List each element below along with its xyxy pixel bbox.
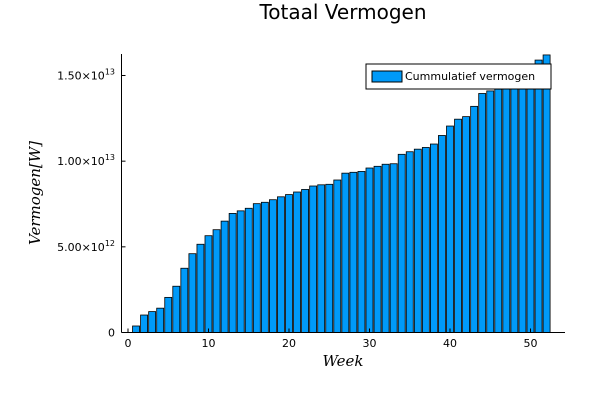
chart-title: Totaal Vermogen [258,0,426,24]
bar [486,90,495,333]
x-axis-label: Week [322,352,363,370]
bar [534,59,543,333]
bar [413,148,422,333]
bar [494,88,503,333]
bar [429,143,438,333]
bar [172,285,181,333]
bar [244,207,253,333]
bar [325,183,334,333]
bar [518,83,527,333]
bar [365,167,374,333]
bar [309,185,318,333]
bar [526,81,535,333]
bar [502,87,511,333]
bar [542,54,551,333]
bar [268,199,277,333]
bar [510,85,519,333]
bar [293,191,301,333]
bar [454,118,462,333]
y-axis-label: Vermogen[W] [26,141,44,245]
bar [188,253,197,333]
bar [317,184,326,333]
y-ticks: 0 5.00×1012 1.00×1013 1.50×1013 [57,68,126,340]
bar [164,296,173,333]
x-tick-label: 40 [443,337,457,350]
bar [228,213,237,333]
bar [260,201,269,333]
bar [421,147,430,333]
bar [397,153,406,333]
legend-label: Cummulatief vermogen [405,70,535,83]
bar [357,171,366,333]
bar [470,105,479,333]
bar [252,203,261,333]
bar [373,165,382,333]
bar [478,93,487,333]
x-tick-label: 10 [202,337,216,350]
x-ticks: 0 10 20 30 40 50 [125,328,538,350]
bar [389,163,398,333]
bar [156,307,165,333]
y-tick-label: 1.00×1013 [57,153,115,168]
bar [196,243,205,333]
bar [462,116,471,333]
bar [381,163,390,333]
bar [285,194,293,333]
bar [212,229,221,333]
bar [220,220,229,333]
y-tick-label: 5.00×1012 [57,239,115,254]
legend: Cummulatief vermogen [365,63,552,90]
bar [140,314,149,333]
y-tick-label: 1.50×1013 [57,68,115,83]
bars [132,54,551,333]
bar [301,189,310,333]
bar [341,172,350,333]
bar [333,179,342,333]
x-tick-label: 50 [524,337,538,350]
bar [236,210,245,333]
bar [277,196,285,333]
y-tick-label: 0 [108,327,115,340]
bar [349,171,358,333]
bar [438,135,446,333]
bar [148,311,157,333]
x-tick-label: 0 [125,337,132,350]
bar [405,151,414,333]
bar [446,125,454,333]
legend-swatch [371,70,403,83]
x-tick-label: 20 [282,337,296,350]
bar [132,325,140,333]
bar [204,235,213,333]
x-tick-label: 30 [363,337,377,350]
bar [180,267,189,333]
